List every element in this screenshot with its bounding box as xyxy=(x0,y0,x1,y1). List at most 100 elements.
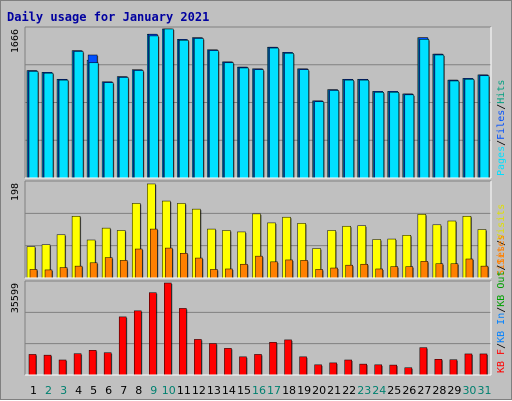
legend-entry: KB F xyxy=(496,349,507,373)
bar-kbytes-day-30 xyxy=(464,353,473,376)
bar-pages-day-20 xyxy=(314,101,324,179)
bar-kbytes-day-12 xyxy=(194,339,202,376)
day-label-18: 18 xyxy=(282,384,296,397)
day-label-15: 15 xyxy=(237,384,251,397)
day-label-16: 16 xyxy=(252,384,266,397)
day-label-26: 26 xyxy=(402,384,416,397)
bar-sites-day-23 xyxy=(360,263,368,279)
panel-legend: Sites/Visits xyxy=(496,204,507,276)
legend-entry: Pages xyxy=(496,146,507,176)
bar-pages-day-11 xyxy=(179,40,189,179)
bar-sites-day-6 xyxy=(104,257,113,279)
bar-sites-day-26 xyxy=(405,266,414,279)
day-label-8: 8 xyxy=(135,384,142,397)
legend-entry: Hits xyxy=(496,80,507,104)
bar-kbytes-day-5 xyxy=(88,350,97,376)
panels-group: 1666Pages/Files/Hits198Sites/Visits35599… xyxy=(10,26,507,376)
bar-sites-day-8 xyxy=(134,248,143,279)
bar-kbytes-day-2 xyxy=(43,354,52,376)
bar-pages-day-21 xyxy=(329,90,339,179)
bar-pages-day-1 xyxy=(28,71,39,179)
series-sites xyxy=(29,228,489,279)
day-label-22: 22 xyxy=(342,384,356,397)
bar-pages-day-24 xyxy=(374,91,384,179)
legend-entry: / xyxy=(496,240,507,246)
bar-pages-day-3 xyxy=(58,79,69,179)
bar-kbytes-day-28 xyxy=(434,359,443,376)
bar-sites-day-29 xyxy=(450,263,459,279)
bar-sites-day-4 xyxy=(74,265,83,279)
bar-sites-day-11 xyxy=(180,253,188,279)
bar-kbytes-day-20 xyxy=(314,364,322,376)
bar-kbytes-day-13 xyxy=(209,343,217,376)
bar-kbytes-day-1 xyxy=(28,354,37,376)
day-label-29: 29 xyxy=(447,384,461,397)
day-label-12: 12 xyxy=(192,384,206,397)
bar-pages-day-6 xyxy=(103,82,114,179)
bar-kbytes-day-3 xyxy=(58,359,67,376)
bar-pages-day-22 xyxy=(344,79,354,179)
bar-pages-day-5 xyxy=(88,62,99,179)
bar-pages-day-18 xyxy=(284,53,294,179)
bar-pages-day-15 xyxy=(239,67,249,179)
day-label-25: 25 xyxy=(387,384,401,397)
bar-kbytes-day-4 xyxy=(73,353,82,376)
bar-sites-day-19 xyxy=(300,260,308,279)
bar-sites-day-28 xyxy=(435,263,444,279)
day-label-10: 10 xyxy=(162,384,176,397)
bar-pages-day-7 xyxy=(118,77,129,179)
day-label-30: 30 xyxy=(462,384,476,397)
bar-sites-day-16 xyxy=(255,255,263,279)
day-label-21: 21 xyxy=(327,384,341,397)
legend-entry: KB Out xyxy=(496,271,507,307)
legend-entry: Sites xyxy=(496,234,507,264)
bar-pages-day-27 xyxy=(419,39,430,179)
bar-kbytes-day-10 xyxy=(164,282,172,376)
bar-pages-day-29 xyxy=(449,80,460,179)
legend-entry: Files xyxy=(496,110,507,140)
bar-sites-day-14 xyxy=(225,268,233,279)
bar-sites-day-17 xyxy=(270,261,278,279)
bar-sites-day-12 xyxy=(195,257,203,279)
bar-pages-day-4 xyxy=(73,51,84,179)
bar-kbytes-day-31 xyxy=(479,353,488,376)
bar-sites-day-27 xyxy=(420,261,429,279)
day-label-3: 3 xyxy=(60,384,67,397)
bar-sites-day-21 xyxy=(330,267,338,279)
day-label-6: 6 xyxy=(105,384,112,397)
day-label-14: 14 xyxy=(222,384,236,397)
day-label-11: 11 xyxy=(177,384,191,397)
bar-kbytes-day-8 xyxy=(133,310,142,376)
day-label-2: 2 xyxy=(45,384,52,397)
bar-kbytes-day-25 xyxy=(389,364,398,376)
day-label-31: 31 xyxy=(477,384,491,397)
legend-entry: / xyxy=(496,140,507,146)
bar-kbytes-day-14 xyxy=(224,348,232,376)
bar-kbytes-day-23 xyxy=(359,363,367,376)
series-visits xyxy=(26,183,487,279)
bar-kbytes-day-26 xyxy=(404,367,413,376)
legend-entry: / xyxy=(496,343,507,349)
bar-pages-day-13 xyxy=(209,50,219,179)
bar-sites-day-22 xyxy=(345,264,353,279)
bar-sites-day-9 xyxy=(150,228,158,279)
day-label-13: 13 xyxy=(207,384,221,397)
bar-kbytes-day-22 xyxy=(344,359,352,376)
bar-sites-day-20 xyxy=(315,269,323,279)
bar-sites-day-1 xyxy=(29,269,38,279)
bar-pages-day-10 xyxy=(164,28,174,179)
bar-kbytes-day-27 xyxy=(419,347,428,376)
bar-sites-day-10 xyxy=(165,247,173,279)
bar-kbytes-day-16 xyxy=(254,354,262,376)
bar-kbytes-day-17 xyxy=(269,342,277,376)
bar-pages-day-30 xyxy=(464,78,475,179)
bar-sites-day-30 xyxy=(465,258,474,279)
legend-entry: KB In xyxy=(496,313,507,343)
chart-title: Daily usage for January 2021 xyxy=(7,10,209,24)
bar-sites-day-5 xyxy=(89,262,98,279)
day-label-9: 9 xyxy=(150,384,157,397)
panel-legend: Pages/Files/Hits xyxy=(496,80,507,176)
legend-entry: / xyxy=(496,104,507,110)
day-label-20: 20 xyxy=(312,384,326,397)
